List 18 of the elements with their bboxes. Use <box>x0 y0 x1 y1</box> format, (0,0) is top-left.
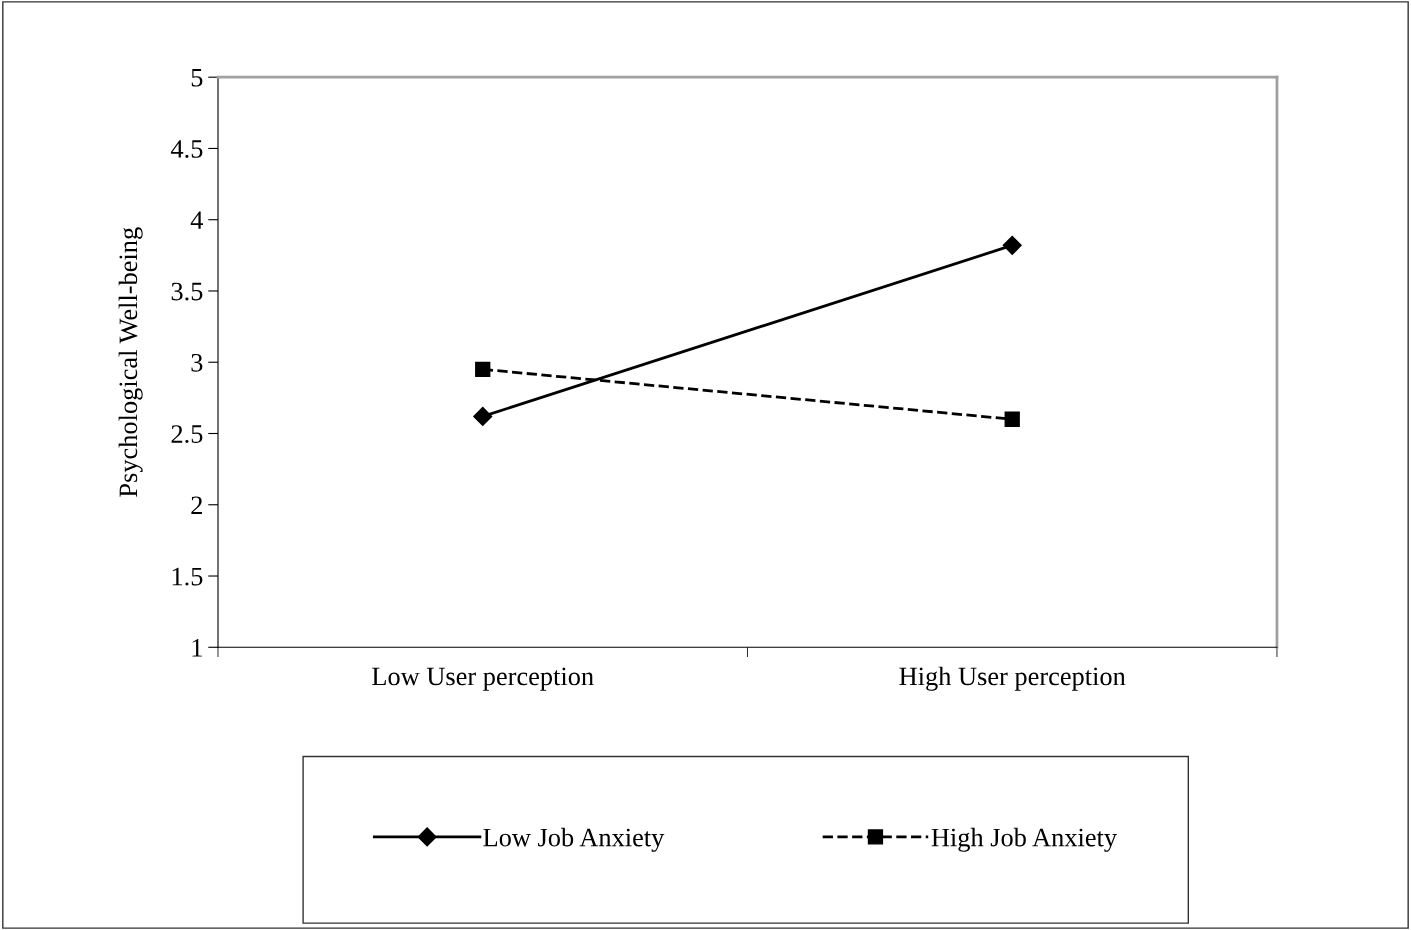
point <box>1002 235 1022 255</box>
point <box>1004 411 1020 427</box>
legend-label: High Job Anxiety <box>931 827 1117 852</box>
point <box>475 361 491 378</box>
y-tick-label: 3.5 <box>171 282 203 301</box>
x-tick-label: Low User perception <box>372 667 594 691</box>
y-tick-label: 4 <box>190 211 203 229</box>
point <box>473 406 493 426</box>
legend-label: Low Job Anxiety <box>483 827 665 852</box>
x-tick-label: High User perception <box>899 666 1126 691</box>
y-tick-label: 2 <box>191 496 202 514</box>
y-tick-label: 3 <box>191 353 203 372</box>
y-tick-label: 4.5 <box>170 140 203 158</box>
y-axis-title: Psychological Well-being <box>118 227 143 497</box>
y-tick-label: 1.5 <box>172 567 203 586</box>
y-tick-label: 1 <box>192 639 202 657</box>
y-tick-label: 5 <box>191 69 203 87</box>
y-tick-label: 2.5 <box>171 425 203 444</box>
